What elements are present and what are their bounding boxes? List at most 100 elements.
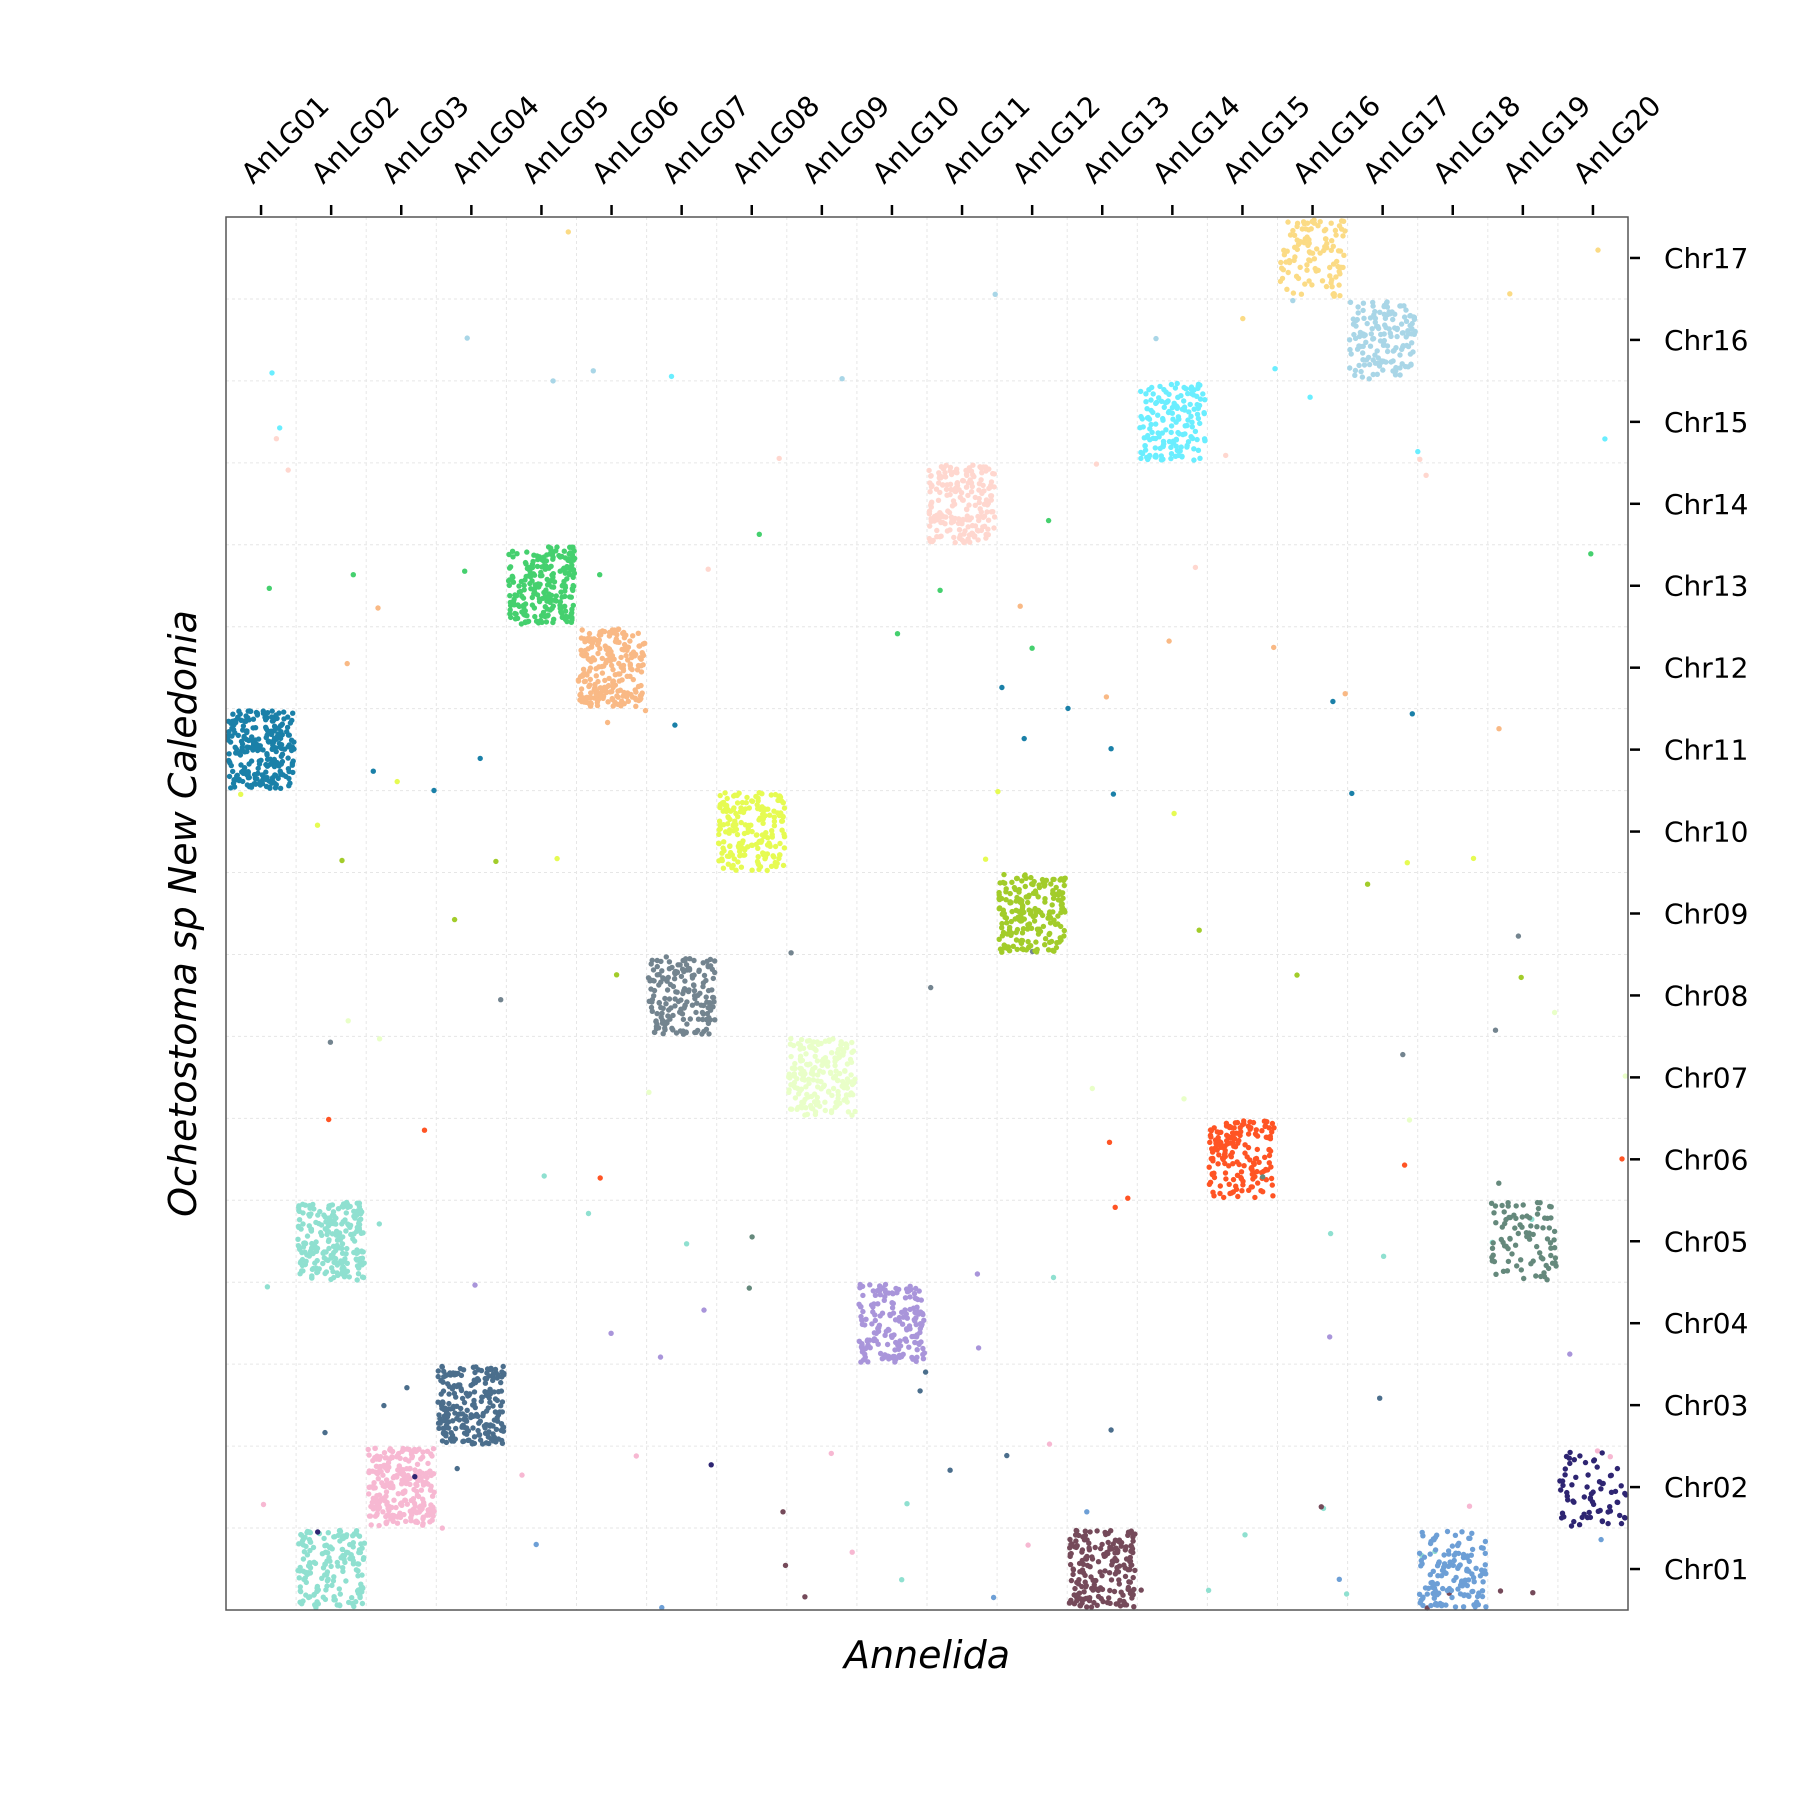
- data-point: [829, 1050, 835, 1056]
- data-point: [656, 982, 662, 988]
- data-point: [1358, 368, 1364, 375]
- data-point: [588, 658, 594, 665]
- data-point: [778, 798, 785, 804]
- data-point: [926, 467, 932, 474]
- data-point: [285, 755, 291, 761]
- data-point: [252, 776, 259, 782]
- data-point-stray: [1181, 1096, 1187, 1102]
- data-point: [323, 1587, 329, 1593]
- y-tick-label: Chr05: [1664, 1225, 1748, 1258]
- data-point-stray: [839, 376, 845, 382]
- data-point: [879, 1356, 885, 1362]
- data-point: [1049, 902, 1055, 908]
- data-point: [1268, 1175, 1275, 1182]
- data-point: [620, 662, 627, 669]
- data-point: [1329, 238, 1335, 244]
- data-point: [771, 814, 777, 820]
- data-point: [757, 806, 764, 812]
- data-point-stray: [1029, 645, 1035, 651]
- data-point: [1347, 299, 1354, 305]
- data-point: [1026, 921, 1033, 927]
- data-point: [862, 1345, 869, 1352]
- data-point: [479, 1441, 486, 1447]
- data-point: [791, 1071, 797, 1077]
- data-point: [1120, 1592, 1126, 1598]
- data-point: [454, 1415, 460, 1422]
- data-point: [1269, 1129, 1275, 1135]
- data-point: [1146, 416, 1153, 422]
- x-axis-ticks: AnLG01AnLG02AnLG03AnLG04AnLG05AnLG06AnLG…: [235, 89, 1668, 215]
- data-point: [230, 768, 236, 775]
- data-point: [1217, 1190, 1223, 1197]
- data-point: [890, 1310, 897, 1316]
- data-point: [333, 1228, 340, 1235]
- data-point: [1143, 391, 1149, 397]
- data-point: [1059, 901, 1065, 907]
- data-point: [263, 717, 269, 723]
- data-point: [601, 684, 608, 690]
- data-point: [997, 946, 1004, 952]
- data-point: [231, 784, 238, 790]
- data-point: [329, 1265, 335, 1271]
- data-point: [1377, 309, 1383, 315]
- data-point: [429, 1453, 435, 1459]
- data-point: [1061, 882, 1068, 889]
- data-point: [1513, 1203, 1519, 1209]
- data-point: [1279, 275, 1286, 282]
- data-point: [812, 1053, 818, 1060]
- data-point: [706, 1014, 712, 1021]
- y-tick-label: Chr17: [1664, 242, 1748, 275]
- data-point: [1057, 877, 1063, 883]
- data-point: [531, 588, 538, 595]
- data-point: [981, 501, 988, 507]
- data-point-stray: [788, 950, 794, 956]
- data-point: [1201, 410, 1207, 416]
- data-point: [914, 1347, 920, 1353]
- data-point: [1220, 1143, 1226, 1149]
- data-point: [1012, 916, 1018, 922]
- data-point: [928, 500, 934, 507]
- data-point: [883, 1328, 889, 1335]
- data-point: [1053, 944, 1060, 951]
- data-point: [325, 1238, 332, 1245]
- data-point: [1058, 937, 1064, 943]
- data-point: [235, 714, 241, 720]
- data-point-stray: [1336, 1576, 1343, 1583]
- data-point: [748, 822, 754, 828]
- data-point: [1397, 372, 1403, 378]
- data-point: [1033, 890, 1039, 897]
- data-point: [1240, 1182, 1246, 1188]
- data-point: [325, 1530, 331, 1536]
- data-point: [1271, 1125, 1277, 1131]
- data-point: [420, 1449, 426, 1455]
- data-point: [1066, 1600, 1073, 1606]
- data-point: [1370, 335, 1377, 342]
- data-point-stray: [1327, 1334, 1333, 1340]
- data-point: [1033, 949, 1040, 955]
- data-point: [1197, 396, 1204, 402]
- data-point: [814, 1058, 821, 1064]
- data-point: [356, 1226, 363, 1233]
- data-point: [1191, 457, 1197, 463]
- data-point: [870, 1309, 876, 1315]
- data-point: [844, 1085, 851, 1091]
- data-point: [967, 539, 973, 545]
- data-point: [445, 1425, 452, 1431]
- data-point: [272, 745, 279, 751]
- data-point: [246, 708, 253, 714]
- data-point: [1138, 449, 1144, 456]
- data-point-stray: [797, 1088, 803, 1094]
- data-point: [1116, 1577, 1122, 1583]
- data-point: [1132, 1567, 1138, 1574]
- data-point: [1618, 1520, 1625, 1527]
- data-point: [336, 1586, 342, 1592]
- data-point: [334, 1270, 340, 1276]
- data-point: [334, 1262, 340, 1268]
- data-point: [1585, 1472, 1591, 1478]
- data-point: [630, 649, 637, 655]
- data-point: [593, 673, 599, 679]
- data-point-stray: [922, 1369, 929, 1375]
- data-point: [627, 662, 633, 669]
- data-point: [355, 1561, 361, 1567]
- data-point: [435, 1373, 441, 1380]
